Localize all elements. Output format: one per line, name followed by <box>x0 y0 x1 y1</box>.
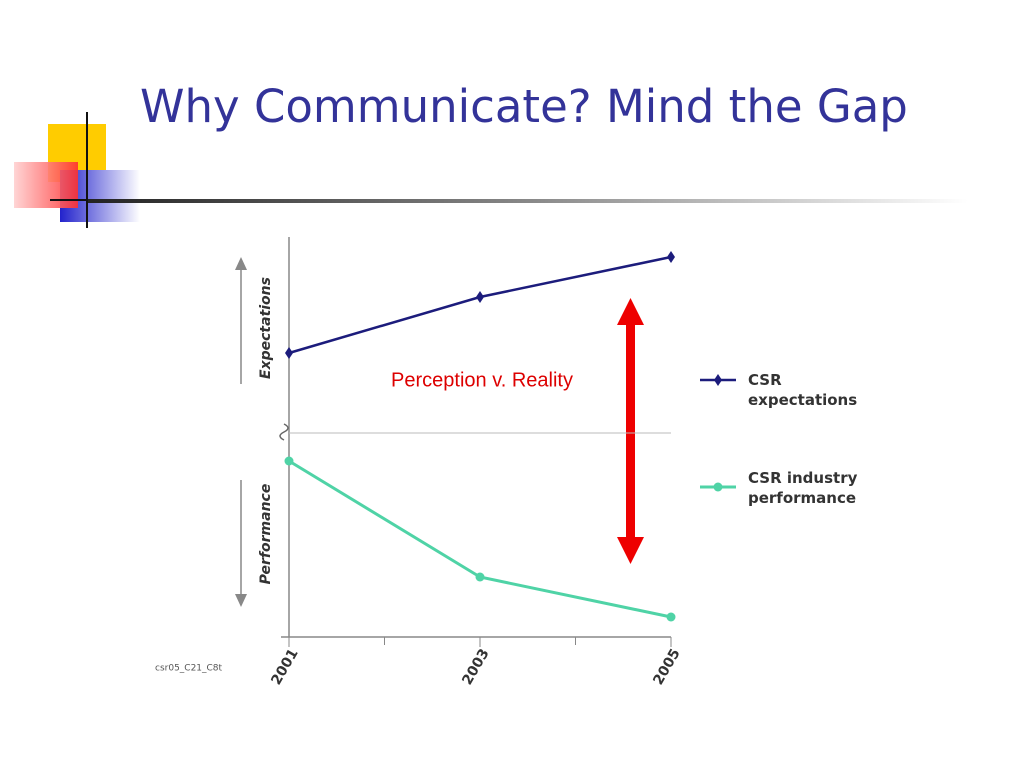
source-note: csr05_C21_C8t <box>155 664 223 674</box>
x-tick-label: 2005 <box>650 646 683 688</box>
title-underline <box>88 199 968 203</box>
marker <box>667 251 675 263</box>
legend-marker <box>713 482 723 492</box>
marker <box>666 612 676 622</box>
logo <box>14 112 140 228</box>
x-tick-label: 2003 <box>459 646 492 688</box>
legend-marker <box>714 374 722 386</box>
y-axis-label: Performance <box>258 484 274 585</box>
marker <box>475 572 485 582</box>
series-line <box>288 255 672 355</box>
axis-arrows <box>235 257 247 607</box>
legend-label: CSR industry performance <box>748 469 858 507</box>
series-line <box>288 459 672 619</box>
x-tick-label: 2001 <box>268 646 301 688</box>
legend-label: CSR expectations <box>748 371 858 409</box>
marker <box>284 456 294 466</box>
y-axis-label: Expectations <box>258 277 274 379</box>
annotation: Perception v. Reality <box>391 369 573 391</box>
marker <box>476 291 484 303</box>
slide-title: Why Communicate? Mind the Gap <box>140 80 908 133</box>
marker <box>285 347 293 359</box>
double-arrow <box>617 298 644 564</box>
break-symbol <box>279 423 289 441</box>
